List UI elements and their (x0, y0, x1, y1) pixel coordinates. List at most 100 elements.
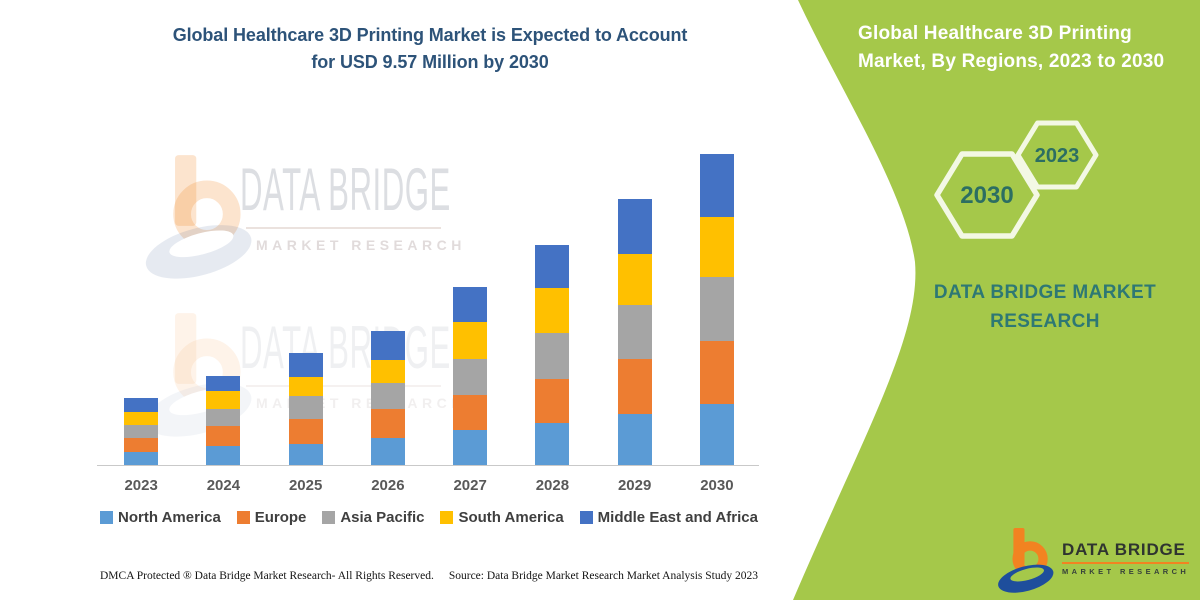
bar-segment-2029-south-america (617, 254, 652, 306)
x-axis-line (97, 465, 759, 466)
legend-item-middle-east-and-africa: Middle East and Africa (579, 509, 758, 526)
bar-2025 (288, 352, 323, 465)
databridge-logo: DATA BRIDGE MARKET RESEARCH (996, 528, 1190, 596)
hexagon-2030-label: 2030 (960, 182, 1013, 209)
logo-rule (1062, 562, 1190, 564)
legend-label-middle-east-and-africa: Middle East and Africa (597, 509, 758, 526)
bar-segment-2026-asia-pacific (370, 382, 405, 410)
bar-slot-2024 (182, 150, 264, 465)
footer-source-text: Source: Data Bridge Market Research Mark… (448, 570, 758, 582)
bar-segment-2029-north-america (617, 413, 652, 465)
x-axis-labels: 2023 2024 2025 2026 2027 2028 2029 2030 (100, 477, 758, 494)
legend-label-south-america: South America (458, 509, 564, 526)
logo-title: DATA BRIDGE (1062, 540, 1186, 559)
bar-segment-2024-north-america (206, 446, 241, 465)
bar-segment-2027-europe (453, 394, 488, 431)
bar-segment-2028-asia-pacific (535, 332, 570, 379)
chart-title-line1: Global Healthcare 3D Printing Market is … (172, 25, 688, 45)
bar-segment-2029-middle-east-and-africa (617, 199, 652, 255)
bar-segment-2023-europe (124, 438, 159, 452)
x-axis-label-2025: 2025 (288, 477, 323, 494)
bar-segment-2024-europe (206, 426, 241, 447)
legend-swatch-middle-east-and-africa (579, 511, 593, 524)
bar-segment-2028-north-america (535, 422, 570, 465)
legend-label-north-america: North America (118, 509, 221, 526)
bar-slot-2027 (429, 150, 511, 465)
bar-segment-2028-middle-east-and-africa (535, 244, 570, 288)
x-axis-label-2024: 2024 (206, 477, 241, 494)
bar-2027 (453, 287, 488, 465)
x-axis-label-2023: 2023 (124, 477, 158, 494)
legend-swatch-south-america (440, 511, 454, 524)
bar-2023 (124, 397, 159, 465)
hexagon-years: 2030 2023 (934, 120, 1099, 239)
databridge-logo-icon (998, 528, 1054, 593)
bar-slot-2029 (594, 150, 676, 465)
bar-slot-2026 (347, 150, 429, 465)
green-panel-path (793, 0, 1200, 600)
bar-slot-2023 (100, 150, 182, 465)
bar-segment-2025-asia-pacific (288, 396, 323, 419)
legend-item-north-america: North America (100, 509, 221, 526)
bar-segment-2027-middle-east-and-africa (453, 287, 488, 323)
bar-2026 (370, 330, 405, 465)
bar-segment-2025-south-america (288, 377, 323, 397)
bar-segment-2028-europe (535, 378, 570, 423)
bar-segment-2023-middle-east-and-africa (124, 397, 159, 412)
bar-segment-2026-north-america (370, 438, 405, 465)
bar-slot-2028 (511, 150, 593, 465)
bar-2024 (206, 376, 241, 465)
brand-text-line2: RESEARCH (990, 311, 1100, 332)
bar-segment-2029-asia-pacific (617, 305, 652, 360)
bar-segment-2026-middle-east-and-africa (370, 330, 405, 360)
bar-segment-2030-europe (699, 340, 734, 405)
brand-text: DATA BRIDGE MARKET RESEARCH (915, 278, 1175, 336)
bar-segment-2028-south-america (535, 287, 570, 333)
logo-text: DATA BRIDGE MARKET RESEARCH (1062, 540, 1190, 576)
bar-segment-2023-asia-pacific (124, 425, 159, 439)
bar-segment-2025-north-america (288, 443, 323, 465)
legend-item-europe: Europe (236, 509, 307, 526)
bar-segment-2023-south-america (124, 411, 159, 426)
legend-label-europe: Europe (254, 509, 307, 526)
bar-segment-2030-middle-east-and-africa (699, 154, 734, 217)
bar-segment-2024-south-america (206, 390, 241, 409)
x-axis-label-2028: 2028 (535, 477, 570, 494)
bar-segment-2026-europe (370, 409, 405, 439)
hexagon-2030 (934, 151, 1040, 239)
bar-segment-2030-south-america (699, 216, 734, 277)
bar-segment-2030-asia-pacific (699, 276, 734, 341)
x-axis-label-2027: 2027 (453, 477, 487, 494)
bar-segment-2025-europe (288, 418, 323, 444)
bar-segment-2024-asia-pacific (206, 408, 241, 427)
x-axis-label-2026: 2026 (371, 477, 405, 494)
legend-item-south-america: South America (440, 509, 564, 526)
bar-slot-2025 (265, 150, 347, 465)
bar-2029 (617, 199, 652, 465)
x-axis-label-2030: 2030 (700, 477, 734, 494)
footer: DMCA Protected ® Data Bridge Market Rese… (100, 570, 758, 582)
bar-segment-2024-middle-east-and-africa (206, 376, 241, 391)
plot-area (100, 150, 758, 465)
legend-item-asia-pacific: Asia Pacific (322, 509, 425, 526)
footer-dmca-text: DMCA Protected ® Data Bridge Market Rese… (100, 570, 434, 582)
chart-title: Global Healthcare 3D Printing Market is … (100, 22, 760, 76)
bar-segment-2027-south-america (453, 322, 488, 360)
legend-swatch-north-america (100, 511, 113, 524)
chart-title-line2: for USD 9.57 Million by 2030 (311, 52, 549, 72)
legend-label-asia-pacific: Asia Pacific (340, 509, 425, 526)
bar-2028 (535, 244, 570, 465)
chart-legend: North America Europe Asia Pacific South Ame… (100, 509, 758, 526)
brand-text-line1: DATA BRIDGE MARKET (933, 282, 1157, 303)
bar-segment-2025-middle-east-and-africa (288, 352, 323, 378)
bar-segment-2027-asia-pacific (453, 359, 488, 395)
bar-segment-2023-north-america (124, 451, 159, 465)
logo-subtitle: MARKET RESEARCH (1062, 567, 1190, 576)
side-panel-title: Global Healthcare 3D Printing Market, By… (858, 23, 1165, 72)
bar-slot-2030 (676, 150, 758, 465)
hexagon-2023 (1015, 120, 1099, 190)
legend-swatch-asia-pacific (322, 511, 336, 524)
bar-segment-2026-south-america (370, 359, 405, 383)
